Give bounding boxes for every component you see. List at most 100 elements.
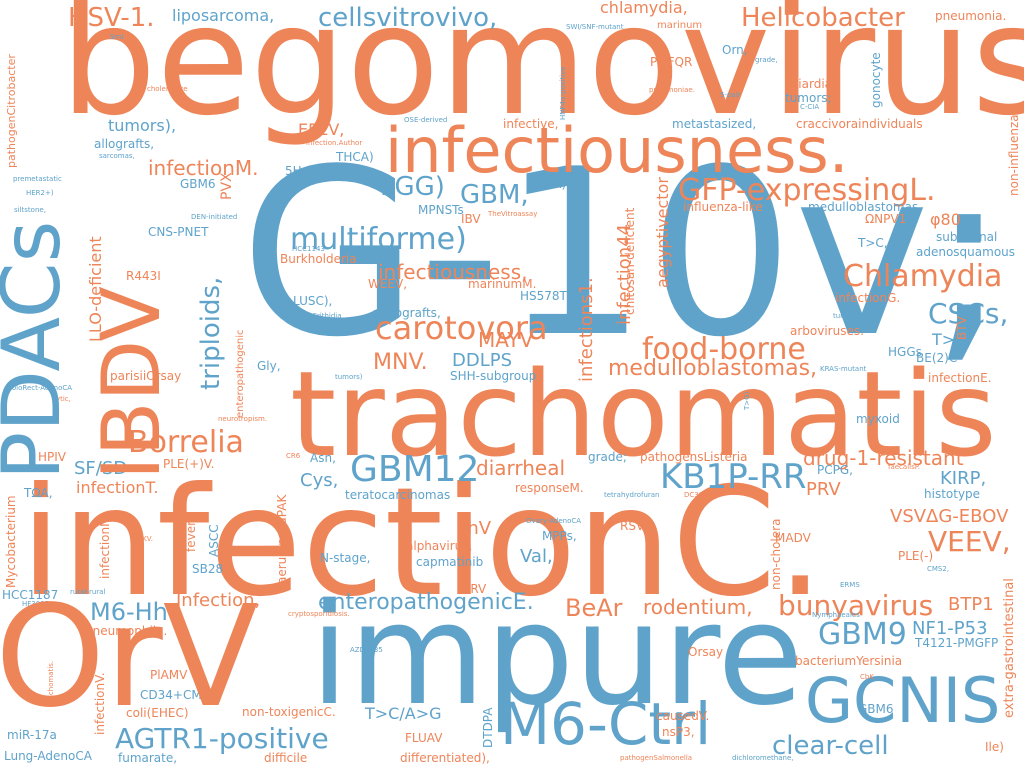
word: IBDV xyxy=(85,286,178,480)
word: infectionE. xyxy=(928,371,992,385)
word: HPIV xyxy=(38,450,67,464)
word: Crithidia xyxy=(312,312,342,320)
word: Orn, xyxy=(722,43,748,57)
word: CNS-PNET xyxy=(148,225,209,239)
word: non-toxigenicC. xyxy=(242,705,336,719)
word: KIRP, xyxy=(940,468,987,489)
word: ERMS xyxy=(840,581,860,589)
word: Chlamydia xyxy=(843,259,1003,294)
word: dichloromethane, xyxy=(732,754,794,762)
word: T>C, xyxy=(858,236,888,250)
word: bacteriumYersinia xyxy=(795,654,903,668)
word: Burkholderia xyxy=(280,252,357,266)
word: THCA) xyxy=(336,150,374,164)
word: tumors), xyxy=(108,116,177,135)
word: cellsvitrovivo, xyxy=(318,3,498,33)
word: NF1-P53 xyxy=(912,618,988,639)
word: Infection, xyxy=(176,590,261,611)
word: Cys, xyxy=(300,470,339,491)
word: WEEV, xyxy=(368,277,408,291)
word: DEN-initiated xyxy=(191,213,238,221)
word: cholera-like xyxy=(147,85,188,93)
word: rodentium, xyxy=(643,595,753,619)
word: begomovirus xyxy=(60,0,1024,149)
word: GBM12 xyxy=(350,449,480,490)
word: MADV xyxy=(775,531,811,545)
word: pathogenSalmonella xyxy=(620,754,693,762)
word: xenografts, xyxy=(373,306,441,320)
word: VEEV, xyxy=(928,525,1011,558)
word: tumors; xyxy=(785,91,832,105)
word: KB1P-RR xyxy=(660,457,807,497)
word: coli(EHEC) xyxy=(126,706,189,720)
word: responseM. xyxy=(515,481,584,495)
word: HSV-1. xyxy=(68,3,155,33)
word: BeAr xyxy=(565,594,623,622)
word: PRV xyxy=(806,479,841,500)
word: infectionN. xyxy=(98,514,112,579)
word: infectionC. xyxy=(20,456,825,630)
word: SHH-subgroup xyxy=(450,369,537,383)
word: φ80 xyxy=(930,210,961,229)
word: M6-Ctrl xyxy=(500,690,712,758)
word: Ile) xyxy=(985,740,1004,754)
word: faecalisP. xyxy=(888,463,921,471)
word: SmI xyxy=(110,33,124,41)
word: IBV xyxy=(461,212,481,226)
word: rural-rural xyxy=(70,588,106,596)
word: aeruginosaPAK xyxy=(275,494,289,584)
word: TheVitroassay xyxy=(488,210,538,218)
word: MPNSTs xyxy=(418,203,464,217)
word: siltstone, xyxy=(14,206,46,214)
word: medulloblastomas, xyxy=(608,356,818,381)
word: Giardia xyxy=(789,77,833,91)
word: enteropathogenicE. xyxy=(318,590,534,615)
word: trachomatis xyxy=(290,345,997,483)
word: sub-clonal xyxy=(936,230,998,244)
word: Ovary-AdenoCA xyxy=(526,517,582,525)
word: BTV xyxy=(955,316,969,340)
word: drug-1-resistant xyxy=(803,446,964,470)
word: PLE(+)V. xyxy=(163,457,215,471)
word: GFP-expressingL. xyxy=(678,173,936,208)
word: lytic, xyxy=(54,395,71,403)
word: triploids, xyxy=(196,276,226,390)
word: HS578T xyxy=(520,289,567,303)
word: Helicobacter xyxy=(741,3,905,33)
word: MNV. xyxy=(373,350,428,375)
word: T4121-PMGFP xyxy=(915,636,999,650)
word: CSCs, xyxy=(928,297,1009,330)
word: R443I xyxy=(126,269,161,283)
word: SF/SD xyxy=(74,458,128,479)
word: GBM6 xyxy=(180,177,216,191)
word: nsP3, xyxy=(662,725,695,739)
word: difficile xyxy=(264,751,308,765)
word: sarcomas, xyxy=(99,152,135,160)
word: medulloblastomas xyxy=(808,200,919,214)
word: KRAS-mutant xyxy=(820,365,867,373)
word: MPPs, xyxy=(542,529,577,543)
word: impure xyxy=(310,574,804,737)
word: infective, xyxy=(503,117,559,131)
word: FLUAV xyxy=(405,731,443,745)
word: liposarcoma, xyxy=(172,6,275,25)
word: HCC1143 xyxy=(292,245,325,253)
word: chlamydia, xyxy=(600,0,688,17)
word: G-10v; xyxy=(240,121,1008,388)
word: alphavirus, xyxy=(406,539,473,553)
word: DC3000. xyxy=(684,491,715,499)
word: arboviruses. xyxy=(790,324,864,338)
word: ColoRect-AdenoCA xyxy=(7,384,73,392)
word: tumors) xyxy=(335,373,363,381)
word: CD34+CML xyxy=(140,688,209,702)
word: infections1. xyxy=(576,277,597,382)
word: differentiated), xyxy=(400,751,490,765)
word: non-influenza xyxy=(1007,114,1021,196)
word: EhV xyxy=(456,518,492,539)
word: LGG) xyxy=(380,172,445,202)
word: GBM6 xyxy=(858,702,894,716)
word: fumarate, xyxy=(118,751,178,765)
word: OrV xyxy=(0,576,259,739)
word: HF3035 xyxy=(22,600,50,608)
